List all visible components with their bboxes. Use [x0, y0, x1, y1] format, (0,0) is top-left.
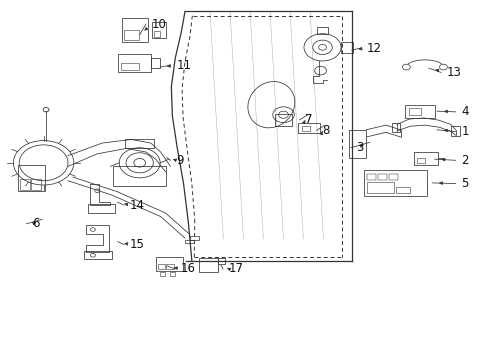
Bar [170, 272, 175, 276]
Bar [158, 264, 164, 269]
Text: 17: 17 [228, 262, 244, 275]
Bar [184, 240, 193, 243]
Text: 2: 2 [461, 154, 468, 167]
Bar [154, 31, 159, 37]
Bar [408, 108, 420, 115]
Text: 13: 13 [446, 66, 461, 79]
Text: 6: 6 [32, 217, 40, 230]
Bar [83, 251, 112, 259]
Bar [125, 139, 154, 148]
Bar [340, 42, 352, 53]
Text: 12: 12 [366, 41, 381, 54]
Bar [189, 236, 198, 240]
Bar [388, 174, 397, 180]
Text: 1: 1 [461, 125, 468, 138]
Bar [366, 174, 375, 180]
Bar [391, 123, 399, 132]
Bar [363, 170, 427, 196]
Text: 9: 9 [176, 154, 183, 167]
Bar [121, 63, 139, 70]
Bar [20, 179, 30, 190]
Bar [151, 58, 159, 68]
Bar [217, 258, 224, 264]
Bar [31, 179, 41, 190]
Text: 4: 4 [461, 105, 468, 118]
Bar [199, 258, 217, 272]
Text: 16: 16 [181, 262, 196, 275]
Text: 8: 8 [322, 124, 329, 137]
Bar [301, 126, 310, 131]
Bar [166, 264, 173, 269]
Bar [113, 166, 166, 186]
Text: 10: 10 [152, 18, 166, 31]
Bar [152, 22, 166, 39]
Bar [413, 152, 437, 165]
Bar [377, 174, 386, 180]
Bar [118, 54, 151, 72]
Bar [122, 18, 148, 42]
Text: 7: 7 [305, 113, 312, 126]
Text: 14: 14 [130, 199, 144, 212]
Bar [298, 123, 320, 134]
Text: 15: 15 [130, 238, 144, 251]
Bar [348, 130, 366, 158]
Text: 11: 11 [176, 59, 191, 72]
Bar [124, 30, 139, 40]
Bar [416, 158, 424, 163]
Bar [450, 126, 459, 136]
Bar [156, 257, 182, 271]
Bar [159, 272, 164, 276]
Text: 5: 5 [461, 177, 468, 190]
Bar [405, 105, 434, 118]
Bar [366, 182, 393, 193]
Bar [18, 165, 45, 192]
Text: 3: 3 [356, 141, 363, 154]
Bar [274, 114, 292, 126]
Bar [88, 204, 115, 213]
Bar [316, 27, 328, 34]
Bar [395, 187, 409, 193]
